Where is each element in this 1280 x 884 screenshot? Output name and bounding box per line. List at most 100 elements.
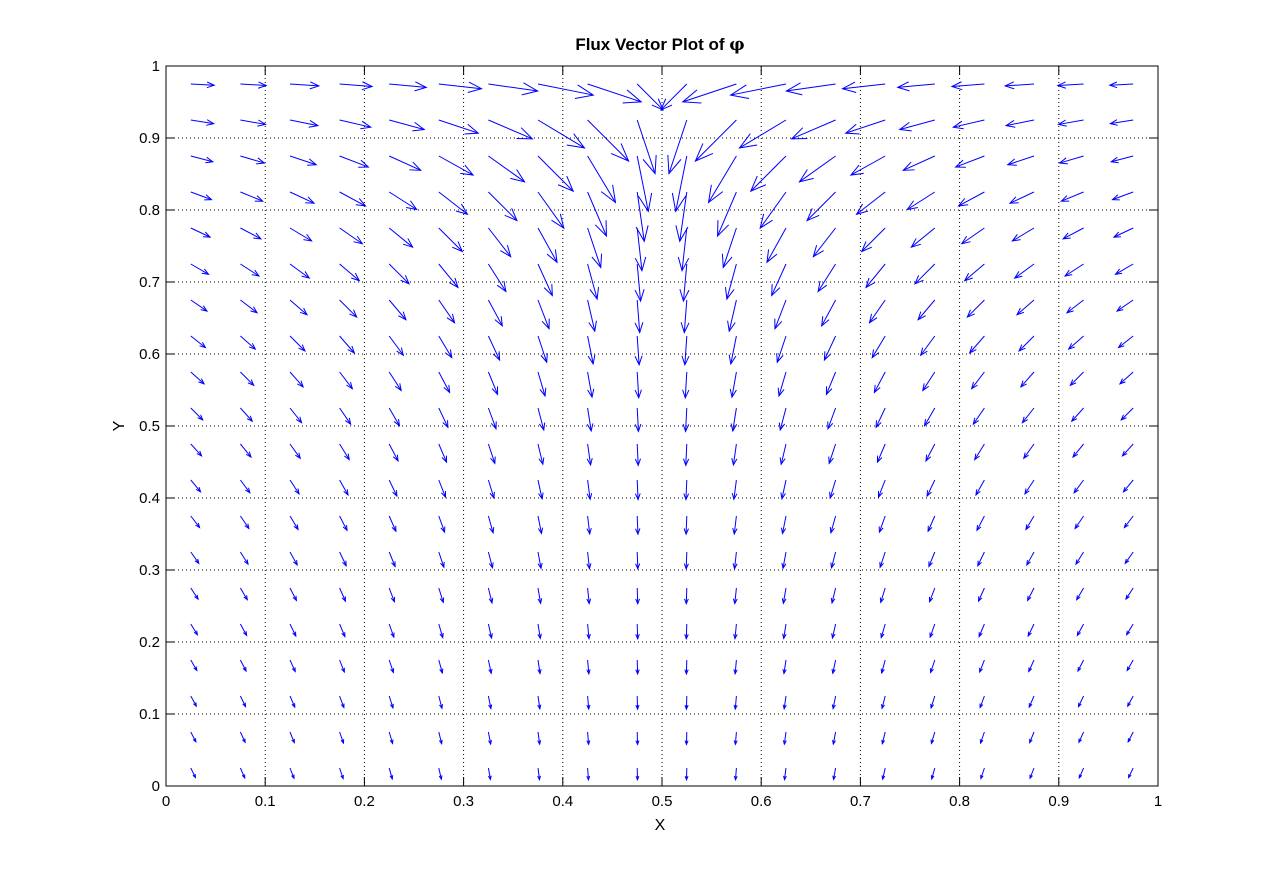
vector-arrow <box>928 551 936 568</box>
vector-arrow <box>289 155 318 166</box>
vector-arrow <box>487 695 493 710</box>
vector-arrow <box>929 659 936 674</box>
vector-arrow <box>1011 227 1035 242</box>
vector-arrow <box>733 623 738 640</box>
vector-arrow <box>636 119 657 175</box>
vector-arrow <box>240 443 252 459</box>
vector-arrow <box>929 623 936 639</box>
vector-arrow <box>289 695 296 709</box>
vector-arrow <box>1015 299 1035 316</box>
vector-arrow <box>738 119 787 149</box>
vector-arrow <box>388 623 395 639</box>
vector-arrow <box>388 587 396 604</box>
vector-arrow <box>438 443 448 464</box>
vector-arrow <box>487 443 496 465</box>
vector-arrow <box>927 515 936 533</box>
vector-arrow <box>239 515 250 530</box>
vector-arrow <box>388 155 422 171</box>
vector-arrow <box>388 731 394 745</box>
vector-arrow <box>240 263 261 277</box>
vector-arrow <box>289 191 316 204</box>
vector-arrow <box>732 551 738 570</box>
vector-arrow <box>957 191 985 207</box>
vector-arrow <box>917 299 936 321</box>
x-tick-label: 0.3 <box>453 793 474 810</box>
vector-arrow <box>438 767 443 781</box>
vector-arrow <box>759 191 787 230</box>
vector-arrow <box>537 407 546 432</box>
vector-arrow <box>1117 335 1134 349</box>
vector-arrow <box>586 623 591 640</box>
vector-arrow <box>724 263 737 301</box>
vector-arrow <box>1072 443 1084 459</box>
vector-arrow <box>868 299 886 324</box>
vector-arrow <box>667 119 688 175</box>
vector-arrow <box>190 191 213 201</box>
vector-arrow <box>776 335 787 364</box>
vector-arrow <box>829 515 837 535</box>
vector-arrow <box>1127 767 1134 779</box>
vector-arrow <box>781 551 787 570</box>
vector-arrow <box>1077 695 1085 708</box>
vector-arrow <box>855 191 886 216</box>
vector-arrow <box>730 407 738 433</box>
vector-arrow <box>635 695 640 711</box>
vector-arrow <box>684 695 689 711</box>
vector-arrow <box>782 659 787 675</box>
vector-arrow <box>537 731 542 746</box>
vector-arrow <box>438 407 449 429</box>
vector-arrow <box>289 299 309 316</box>
vector-arrow <box>1078 731 1085 744</box>
vector-arrow <box>1121 443 1134 457</box>
vector-arrow <box>634 479 641 501</box>
vector-arrow <box>926 479 936 498</box>
vector-arrow <box>635 191 649 243</box>
vector-arrow <box>388 479 398 498</box>
vector-arrow <box>586 515 592 536</box>
vector-arrow <box>339 227 364 245</box>
vector-arrow <box>438 191 469 216</box>
vector-arrow <box>537 479 544 501</box>
vector-arrow <box>954 155 985 168</box>
vector-arrow <box>339 443 350 461</box>
vector-arrow <box>634 299 644 334</box>
vector-arrow <box>339 623 346 638</box>
vector-arrow <box>684 587 689 606</box>
vector-arrow <box>928 587 936 604</box>
vector-arrow <box>488 119 534 140</box>
vector-arrow <box>679 263 690 303</box>
vector-arrow <box>806 191 836 222</box>
x-axis-label: X <box>655 817 666 834</box>
vector-arrow <box>339 335 356 355</box>
vector-arrow <box>438 515 446 534</box>
vector-arrow <box>537 443 545 466</box>
vector-arrow <box>966 299 985 319</box>
vector-arrow <box>388 191 418 211</box>
vector-arrow <box>438 623 444 639</box>
vector-arrow <box>1019 371 1035 388</box>
vector-arrow <box>717 191 737 238</box>
vector-arrow <box>239 731 246 744</box>
vector-arrow <box>289 767 295 780</box>
vector-arrow <box>537 155 575 193</box>
vector-arrow <box>190 623 199 636</box>
vector-arrow <box>487 335 501 362</box>
vector-arrow <box>675 191 689 243</box>
vector-arrow <box>190 299 209 312</box>
vector-arrow <box>339 767 344 780</box>
vector-arrow <box>587 119 630 162</box>
vector-arrow <box>488 155 526 183</box>
vector-arrow <box>289 731 295 744</box>
vector-arrow <box>438 155 475 176</box>
vector-arrow <box>1008 191 1035 204</box>
vector-arrow <box>537 623 542 640</box>
vector-arrow <box>488 227 512 258</box>
vector-arrow <box>587 263 600 301</box>
vector-arrow <box>438 659 444 675</box>
y-tick-label: 0.6 <box>139 346 160 363</box>
x-tick-label: 1 <box>1154 793 1162 810</box>
vector-arrow <box>844 119 886 135</box>
vector-arrow <box>906 191 936 211</box>
vector-arrow <box>721 227 737 269</box>
vector-arrow <box>635 623 640 641</box>
